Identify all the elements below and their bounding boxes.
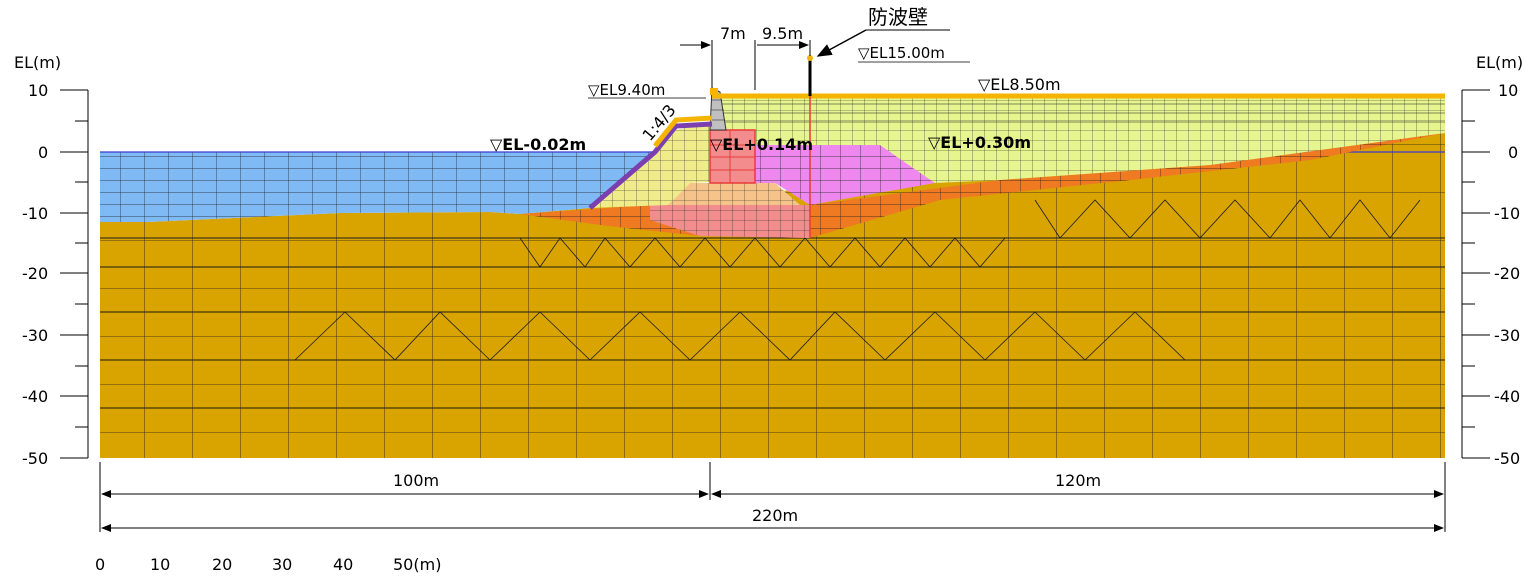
rubble-mound (590, 122, 712, 208)
level-ground: ▽EL8.50m (978, 75, 1061, 94)
dim-top-a: 7m (720, 24, 746, 43)
right-tick-m40: -40 (1494, 387, 1520, 406)
right-tick-m20: -20 (1494, 264, 1520, 283)
wave-wall-label: 防波壁 (868, 5, 928, 29)
right-tick-10: 10 (1498, 81, 1518, 100)
left-tick-m10: -10 (22, 204, 48, 223)
left-tick-m30: -30 (22, 326, 48, 345)
right-tick-m30: -30 (1494, 326, 1520, 345)
pink-mound (650, 205, 810, 238)
level-caisson: ▽EL+0.14m (710, 135, 813, 154)
wave-wall-arrow (816, 29, 867, 57)
dim-left-width: 100m (393, 471, 439, 490)
level-wall-top: ▽EL15.00m (858, 44, 945, 62)
backfill (712, 96, 1445, 183)
foundation-layer (100, 133, 1445, 458)
scale-0: 0 (95, 555, 105, 574)
left-axis: EL(m) 10 0 -10 -20 -30 -40 -50 (14, 53, 89, 468)
right-tick-0: 0 (1508, 143, 1518, 162)
left-tick-m20: -20 (22, 264, 48, 283)
scale-10: 10 (150, 555, 170, 574)
scale-30: 30 (272, 555, 292, 574)
left-tick-0: 0 (38, 143, 48, 162)
scale-bar: 0 10 20 30 40 50(m) (95, 555, 441, 574)
right-axis-unit: EL(m) (1476, 53, 1523, 72)
right-axis: EL(m) 10 0 -10 -20 -30 -40 -50 (1461, 53, 1523, 468)
caisson (709, 87, 756, 184)
left-tick-m50: -50 (22, 449, 48, 468)
dim-top-b: 9.5m (762, 24, 803, 43)
left-tick-10: 10 (28, 81, 48, 100)
scale-50: 50(m) (393, 555, 441, 574)
improved-soil (755, 145, 935, 205)
top-dimensions (680, 40, 811, 90)
dim-total-width: 220m (752, 506, 798, 525)
bottom-dimensions (99, 462, 1446, 532)
scale-40: 40 (333, 555, 353, 574)
sea-region (100, 151, 1445, 222)
right-tick-m10: -10 (1494, 204, 1520, 223)
level-land: ▽EL+0.30m (928, 133, 1031, 152)
wave-wall (807, 55, 813, 238)
left-tick-m40: -40 (22, 387, 48, 406)
level-crest: ▽EL9.40m (588, 81, 665, 99)
level-sea: ▽EL-0.02m (490, 135, 586, 154)
rubble-base (668, 183, 800, 205)
revetment (588, 88, 1445, 210)
dim-right-width: 120m (1055, 471, 1101, 490)
left-axis-unit: EL(m) (14, 53, 61, 72)
scale-20: 20 (212, 555, 232, 574)
right-tick-m50: -50 (1494, 449, 1520, 468)
